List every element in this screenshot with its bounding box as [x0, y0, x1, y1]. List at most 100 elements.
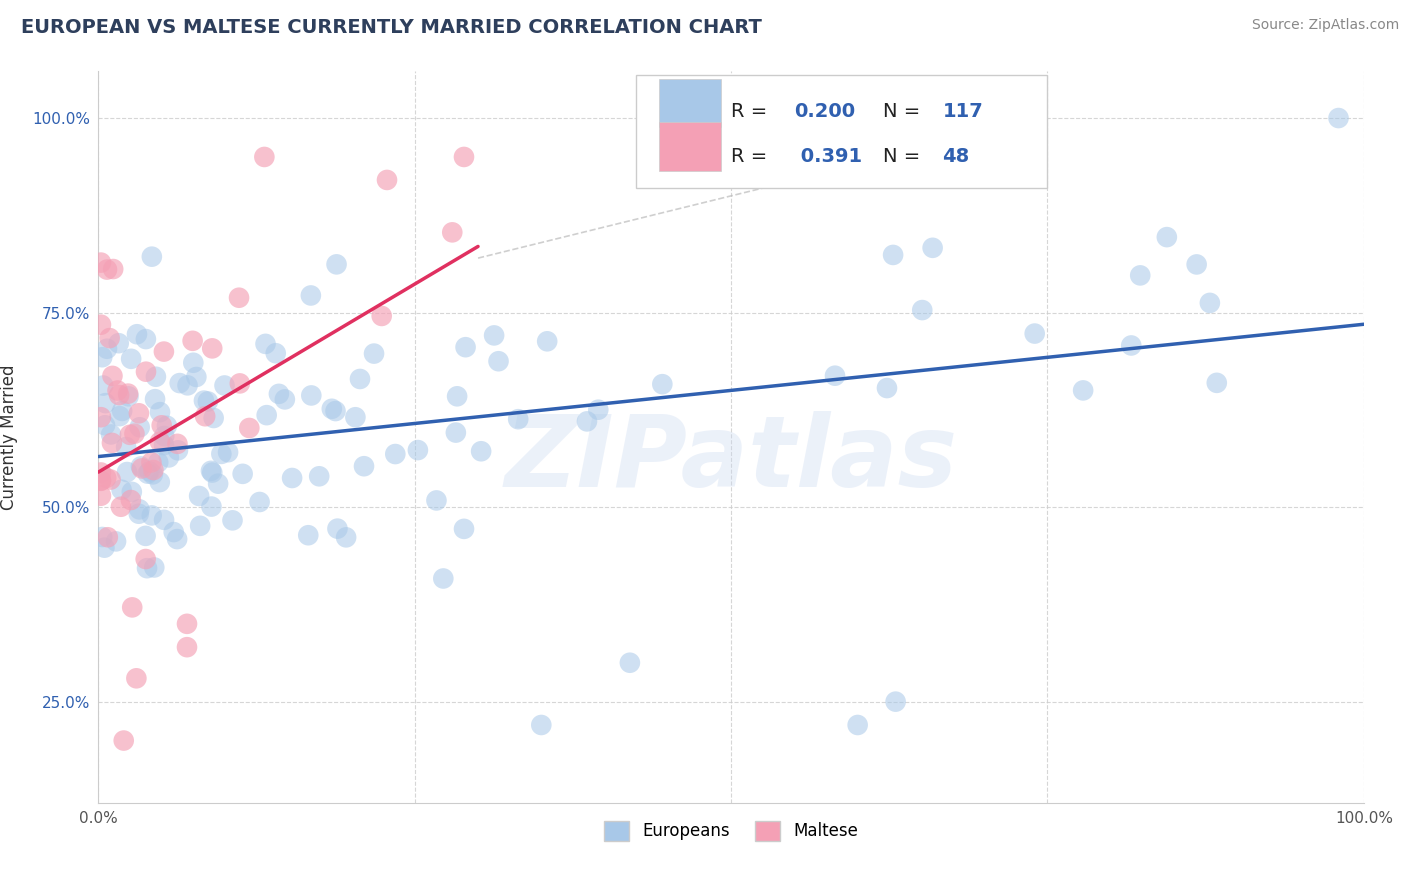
Point — [90, 466, 112, 480]
Text: EUROPEAN VS MALTESE CURRENTLY MARRIED CORRELATION CHART: EUROPEAN VS MALTESE CURRENTLY MARRIED CO… — [21, 18, 762, 37]
Point — [197, 394, 219, 409]
Point — [176, 616, 198, 631]
Point — [188, 519, 211, 533]
Point — [214, 378, 236, 392]
Text: Source: ZipAtlas.com: Source: ZipAtlas.com — [1251, 18, 1399, 32]
Point — [344, 410, 367, 425]
Point — [1129, 268, 1152, 283]
Point — [256, 408, 278, 422]
Point — [124, 426, 146, 441]
Point — [884, 695, 907, 709]
Y-axis label: Currently Married: Currently Married — [0, 364, 18, 510]
Point — [96, 471, 118, 485]
Point — [470, 444, 492, 458]
Point — [1205, 376, 1227, 390]
Point — [153, 429, 176, 443]
Point — [129, 459, 152, 474]
Point — [335, 530, 357, 544]
Point — [90, 410, 112, 425]
Point — [121, 600, 143, 615]
Point — [326, 522, 349, 536]
Point — [125, 327, 148, 342]
Text: 117: 117 — [942, 103, 983, 121]
Point — [321, 401, 343, 416]
Point — [141, 250, 163, 264]
Point — [108, 409, 131, 424]
Point — [530, 718, 553, 732]
Point — [153, 344, 176, 359]
Point — [100, 473, 122, 487]
Point — [153, 438, 176, 452]
Point — [217, 445, 239, 459]
Point — [125, 671, 148, 685]
Legend: Europeans, Maltese: Europeans, Maltese — [596, 813, 866, 849]
Point — [281, 471, 304, 485]
Point — [181, 334, 204, 348]
Point — [911, 303, 934, 318]
Point — [353, 459, 375, 474]
Point — [148, 455, 170, 469]
Point — [135, 529, 157, 543]
FancyBboxPatch shape — [659, 79, 721, 128]
Point — [149, 434, 172, 449]
Text: ZIPatlas: ZIPatlas — [505, 410, 957, 508]
Point — [375, 173, 398, 187]
Point — [575, 414, 598, 428]
Point — [444, 425, 467, 440]
Point — [111, 404, 134, 418]
Point — [90, 474, 112, 488]
Point — [453, 150, 475, 164]
Point — [846, 718, 869, 732]
Point — [186, 370, 208, 384]
Point — [101, 262, 124, 277]
Point — [96, 262, 118, 277]
Point — [221, 513, 243, 527]
Point — [193, 393, 215, 408]
Text: 48: 48 — [942, 147, 970, 166]
Point — [169, 376, 191, 390]
Point — [299, 388, 322, 402]
Point — [142, 467, 165, 482]
FancyBboxPatch shape — [659, 122, 721, 170]
Point — [209, 447, 232, 461]
Point — [1327, 111, 1350, 125]
Point — [101, 436, 124, 450]
Point — [167, 443, 190, 458]
Point — [651, 377, 673, 392]
Point — [91, 350, 114, 364]
Point — [446, 389, 468, 403]
Point — [325, 257, 347, 271]
Text: N =: N = — [883, 147, 927, 166]
Point — [588, 402, 610, 417]
Point — [325, 404, 347, 418]
Point — [131, 461, 153, 475]
Point — [201, 466, 224, 480]
Point — [143, 560, 166, 574]
Point — [238, 421, 260, 435]
Point — [482, 328, 505, 343]
Point — [1024, 326, 1046, 341]
Point — [194, 409, 217, 424]
Point — [254, 337, 277, 351]
Point — [384, 447, 406, 461]
Point — [274, 392, 297, 407]
Point — [1071, 384, 1094, 398]
Point — [921, 241, 943, 255]
Point — [297, 528, 319, 542]
Point — [136, 561, 159, 575]
Point — [135, 365, 157, 379]
Point — [156, 418, 179, 433]
Text: 0.391: 0.391 — [794, 147, 862, 166]
Point — [166, 532, 188, 546]
Point — [228, 291, 250, 305]
Point — [141, 508, 163, 523]
Point — [200, 464, 222, 478]
Point — [142, 463, 165, 477]
Text: 0.200: 0.200 — [794, 103, 855, 121]
Point — [363, 346, 385, 360]
Point — [117, 389, 139, 403]
Point — [1121, 338, 1143, 352]
Point — [619, 656, 641, 670]
Point — [176, 378, 198, 392]
Point — [128, 406, 150, 420]
